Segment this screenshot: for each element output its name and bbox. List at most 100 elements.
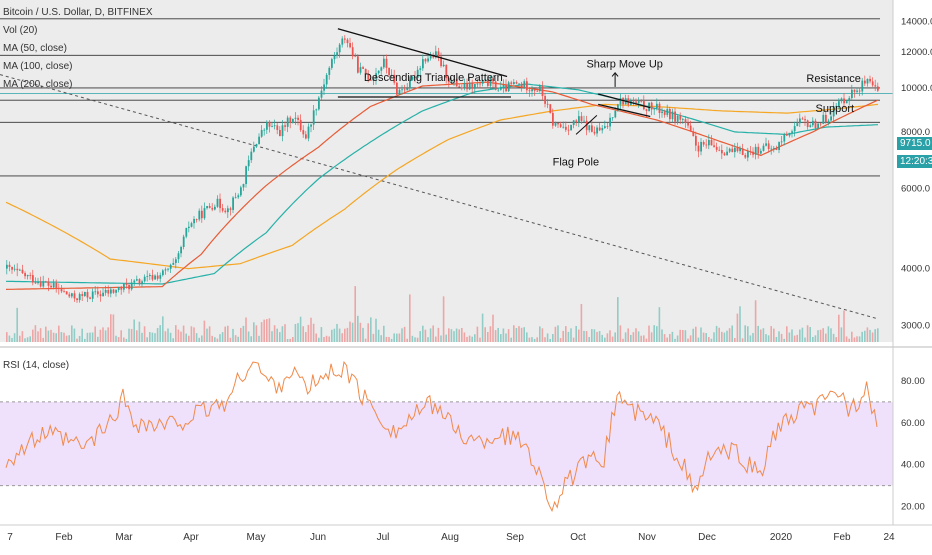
volume-bar	[578, 329, 580, 342]
volume-bar	[151, 332, 154, 342]
candle	[128, 283, 130, 294]
indicator-ma100[interactable]: MA (100, close)	[3, 61, 73, 72]
volume-bar	[874, 329, 876, 342]
candle	[8, 261, 11, 272]
candle	[799, 113, 801, 127]
candle	[791, 129, 793, 138]
volume-bar	[203, 320, 206, 342]
volume-bar	[224, 326, 226, 342]
indicator-ma50[interactable]: MA (50, close)	[3, 43, 67, 54]
volume-bar	[240, 327, 242, 342]
volume-bar	[281, 326, 284, 342]
candle	[874, 79, 877, 91]
volume-bar	[143, 326, 146, 342]
candle	[156, 272, 159, 281]
moving-averages	[5, 81, 879, 290]
time-tick-label: Mar	[115, 532, 133, 543]
candle	[614, 107, 617, 119]
candle	[572, 119, 575, 129]
candle	[871, 77, 874, 87]
volume-bar	[146, 337, 148, 342]
volume-bar	[65, 335, 68, 342]
candle	[136, 275, 138, 282]
candle	[461, 84, 463, 91]
volume-bar	[637, 331, 640, 342]
candle	[206, 205, 208, 210]
volume-bar	[19, 335, 21, 342]
volume-bar	[370, 317, 372, 342]
price-tick-label: 8000.0	[901, 127, 930, 138]
candle	[115, 289, 117, 297]
volume-bar	[853, 337, 856, 342]
indicator-ma200[interactable]: MA (200, close)	[3, 79, 73, 90]
volume-bar	[401, 328, 403, 342]
volume-bar	[398, 333, 401, 342]
volume-bar	[221, 332, 224, 342]
volume-bar	[674, 338, 676, 342]
volume-bar	[494, 330, 497, 342]
volume-bar	[91, 332, 94, 342]
volume-bar	[195, 333, 198, 342]
volume-bar	[661, 329, 663, 342]
volume-bar	[219, 334, 221, 342]
candle	[817, 123, 819, 129]
candles	[6, 35, 879, 303]
volume-bar	[549, 338, 551, 342]
volume-bars	[6, 286, 879, 342]
candle	[554, 121, 557, 127]
volume-bar	[42, 337, 44, 342]
volume-bar	[268, 318, 271, 342]
candle	[674, 107, 676, 125]
volume-bar	[726, 330, 728, 342]
candle	[307, 123, 310, 142]
candle	[55, 279, 58, 293]
volume-bar	[507, 329, 510, 342]
volume-bar	[354, 286, 356, 342]
volume-bar	[838, 314, 840, 342]
candle	[65, 291, 68, 295]
candle	[684, 116, 687, 128]
volume-bar	[624, 332, 627, 342]
volume-bar	[622, 338, 624, 342]
rsi-indicator-label[interactable]: RSI (14, close)	[3, 360, 70, 371]
volume-bar	[721, 331, 723, 342]
candle	[193, 216, 195, 229]
volume-bar	[653, 325, 655, 342]
candle	[281, 119, 284, 142]
resistance-label: Resistance	[806, 73, 860, 85]
candle	[796, 118, 799, 127]
candle	[63, 287, 65, 293]
volume-bar	[825, 333, 827, 342]
candle	[185, 227, 188, 239]
candle	[606, 122, 609, 129]
volume-bar	[164, 331, 167, 342]
candle	[593, 126, 596, 136]
candle	[786, 131, 788, 137]
price-pane[interactable]	[0, 0, 893, 342]
flag-pole-label: Flag Pole	[553, 156, 599, 168]
volume-bar	[851, 331, 853, 342]
indicator-vol[interactable]: Vol (20)	[3, 25, 38, 36]
candle	[682, 117, 684, 124]
volume-bar	[385, 336, 388, 342]
volume-bar	[120, 330, 122, 342]
candle	[289, 115, 292, 129]
volume-bar	[34, 325, 37, 342]
volume-bar	[437, 327, 440, 342]
volume-bar	[359, 322, 362, 342]
volume-bar	[611, 336, 614, 342]
candle	[604, 120, 606, 129]
volume-bar	[832, 333, 835, 342]
volume-bar	[778, 331, 780, 342]
volume-bar	[250, 336, 252, 342]
volume-bar	[349, 321, 351, 342]
candle	[819, 123, 822, 127]
volume-bar	[713, 332, 715, 342]
candle	[643, 95, 645, 111]
candle	[518, 83, 520, 87]
candle	[198, 208, 201, 222]
candle	[310, 123, 312, 133]
candle	[42, 275, 45, 289]
